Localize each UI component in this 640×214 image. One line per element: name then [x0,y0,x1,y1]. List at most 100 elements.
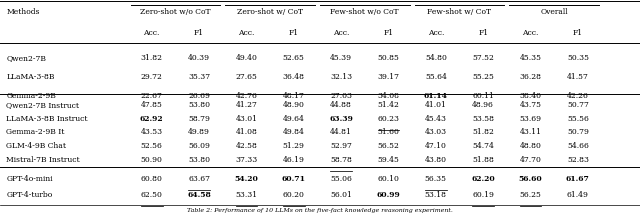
Text: 54.20: 54.20 [234,175,259,183]
Text: 54.80: 54.80 [425,54,447,62]
Text: 61.67: 61.67 [566,175,590,183]
Text: 58.78: 58.78 [330,156,352,164]
Text: 48.96: 48.96 [472,101,494,109]
Text: 60.10: 60.10 [378,175,399,183]
Text: 29.72: 29.72 [141,73,163,81]
Text: 35.37: 35.37 [188,73,210,81]
Text: 41.01: 41.01 [425,101,447,109]
Text: 45.43: 45.43 [425,114,447,123]
Text: 43.01: 43.01 [236,114,257,123]
Text: 60.19: 60.19 [472,191,494,199]
Text: 47.85: 47.85 [141,101,163,109]
Text: Qwen2-7B Instruct: Qwen2-7B Instruct [6,101,79,109]
Text: 38.40: 38.40 [520,92,541,100]
Text: 56.01: 56.01 [330,191,352,199]
Text: Qwen2-7B: Qwen2-7B [6,54,46,62]
Text: 55.64: 55.64 [425,73,447,81]
Text: 39.17: 39.17 [378,73,399,81]
Text: 36.48: 36.48 [283,73,305,81]
Text: 51.82: 51.82 [472,128,494,136]
Text: 53.69: 53.69 [520,114,541,123]
Text: 36.28: 36.28 [520,73,541,81]
Text: 49.89: 49.89 [188,128,210,136]
Text: 64.58: 64.58 [187,191,211,199]
Text: F1: F1 [383,29,394,37]
Text: GLM-4-9B Chat: GLM-4-9B Chat [6,142,67,150]
Text: 44.88: 44.88 [330,101,352,109]
Text: 52.56: 52.56 [141,142,163,150]
Text: Table 2: Performance of 10 LLMs on the five-fact knowledge reasoning experiment.: Table 2: Performance of 10 LLMs on the f… [187,208,453,213]
Text: LLaMA-3-8B: LLaMA-3-8B [6,73,55,81]
Text: Zero-shot w/ CoT: Zero-shot w/ CoT [237,8,303,16]
Text: 62.50: 62.50 [141,191,163,199]
Text: 55.25: 55.25 [472,73,494,81]
Text: Acc.: Acc. [238,29,255,37]
Text: 42.26: 42.26 [567,92,589,100]
Text: 27.03: 27.03 [330,92,352,100]
Text: 45.35: 45.35 [520,54,541,62]
Text: Gemma-2-9B It: Gemma-2-9B It [6,128,65,136]
Text: 52.83: 52.83 [567,156,589,164]
Text: 22.67: 22.67 [141,92,163,100]
Text: Methods: Methods [6,8,40,16]
Text: 53.80: 53.80 [188,156,210,164]
Text: 42.76: 42.76 [236,92,257,100]
Text: 48.17: 48.17 [283,92,305,100]
Text: 46.19: 46.19 [283,156,305,164]
Text: 43.80: 43.80 [425,156,447,164]
Text: 50.90: 50.90 [141,156,163,164]
Text: 53.58: 53.58 [472,114,494,123]
Text: 49.40: 49.40 [236,54,257,62]
Text: 56.52: 56.52 [378,142,399,150]
Text: 43.03: 43.03 [425,128,447,136]
Text: 60.99: 60.99 [376,191,401,199]
Text: 60.23: 60.23 [378,114,399,123]
Text: Few-shot w/o CoT: Few-shot w/o CoT [330,8,399,16]
Text: 51.60: 51.60 [378,128,399,136]
Text: 40.39: 40.39 [188,54,210,62]
Text: 62.20: 62.20 [471,175,495,183]
Text: LLaMA-3-8B Instruct: LLaMA-3-8B Instruct [6,114,88,123]
Text: GPT-4o-mini: GPT-4o-mini [6,175,53,183]
Text: 43.53: 43.53 [141,128,163,136]
Text: 49.64: 49.64 [283,114,305,123]
Text: Acc.: Acc. [428,29,444,37]
Text: 53.18: 53.18 [425,191,447,199]
Text: F1: F1 [478,29,488,37]
Text: 47.10: 47.10 [425,142,447,150]
Text: 43.75: 43.75 [520,101,541,109]
Text: F1: F1 [289,29,299,37]
Text: 50.85: 50.85 [378,54,399,62]
Text: 55.56: 55.56 [567,114,589,123]
Text: 53.80: 53.80 [188,101,210,109]
Text: 61.49: 61.49 [567,191,589,199]
Text: 42.58: 42.58 [236,142,257,150]
Text: F1: F1 [573,29,583,37]
Text: 51.29: 51.29 [283,142,305,150]
Text: Acc.: Acc. [522,29,539,37]
Text: Acc.: Acc. [333,29,349,37]
Text: Acc.: Acc. [143,29,160,37]
Text: 54.66: 54.66 [567,142,589,150]
Text: 32.13: 32.13 [330,73,352,81]
Text: Gemma-2-9B: Gemma-2-9B [6,92,56,100]
Text: 51.42: 51.42 [378,101,399,109]
Text: 27.65: 27.65 [236,73,257,81]
Text: 48.90: 48.90 [283,101,305,109]
Text: 50.77: 50.77 [567,101,589,109]
Text: 51.88: 51.88 [472,156,494,164]
Text: 56.25: 56.25 [520,191,541,199]
Text: Mistral-7B Instruct: Mistral-7B Instruct [6,156,80,164]
Text: 41.08: 41.08 [236,128,257,136]
Text: 62.92: 62.92 [140,114,163,123]
Text: F1: F1 [194,29,204,37]
Text: 61.14: 61.14 [424,92,448,100]
Text: Few-shot w/ CoT: Few-shot w/ CoT [428,8,492,16]
Text: GPT-4-turbo: GPT-4-turbo [6,191,52,199]
Text: 56.09: 56.09 [188,142,210,150]
Text: 56.60: 56.60 [518,175,543,183]
Text: Zero-shot w/o CoT: Zero-shot w/o CoT [140,8,211,16]
Text: 60.11: 60.11 [472,92,494,100]
Text: 60.71: 60.71 [282,175,306,183]
Text: 54.74: 54.74 [472,142,494,150]
